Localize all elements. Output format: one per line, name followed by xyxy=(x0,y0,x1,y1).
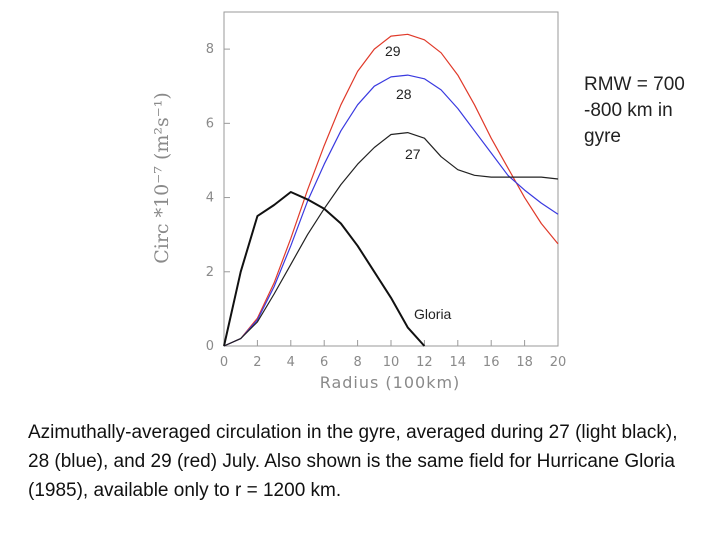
x-tick-label: 4 xyxy=(287,355,295,370)
annotation-gloria: Gloria xyxy=(414,306,452,322)
x-axis-label: Radius (100km) xyxy=(320,373,461,392)
annotation-29: 29 xyxy=(385,43,401,59)
axis-ticks: 0 2 4 6 8 10 12 14 16 18 20 0 2 4 6 8 xyxy=(206,42,567,370)
x-tick-label: 8 xyxy=(353,355,361,370)
x-tick-label: 16 xyxy=(483,355,500,370)
x-tick-label: 0 xyxy=(220,355,228,370)
series-line-29 xyxy=(223,33,559,347)
x-tick-label: 12 xyxy=(416,355,433,370)
y-tick-label: 6 xyxy=(206,116,214,131)
y-tick-label: 8 xyxy=(206,42,214,57)
series-line-gloria xyxy=(223,191,426,347)
series-line-28 xyxy=(223,74,559,347)
x-tick-label: 10 xyxy=(383,355,400,370)
x-tick-label: 20 xyxy=(550,355,567,370)
y-axis-label: Circ *10⁻⁷ (m²s⁻¹) xyxy=(151,92,173,264)
rmw-note: RMW = 700 -800 km in gyre xyxy=(584,74,685,147)
y-tick-label: 0 xyxy=(206,339,214,354)
x-tick-label: 2 xyxy=(253,355,261,370)
figure-caption: Azimuthally-averaged circulation in the … xyxy=(28,422,678,501)
x-tick-label: 14 xyxy=(450,355,467,370)
plot-frame xyxy=(223,11,559,347)
series-lines xyxy=(223,33,559,347)
x-tick-label: 6 xyxy=(320,355,328,370)
series-line-27 xyxy=(223,132,559,347)
y-tick-label: 2 xyxy=(206,265,214,280)
annotation-28: 28 xyxy=(396,86,412,102)
x-tick-label: 18 xyxy=(516,355,533,370)
y-tick-label: 4 xyxy=(206,191,214,206)
annotation-27: 27 xyxy=(405,146,421,162)
